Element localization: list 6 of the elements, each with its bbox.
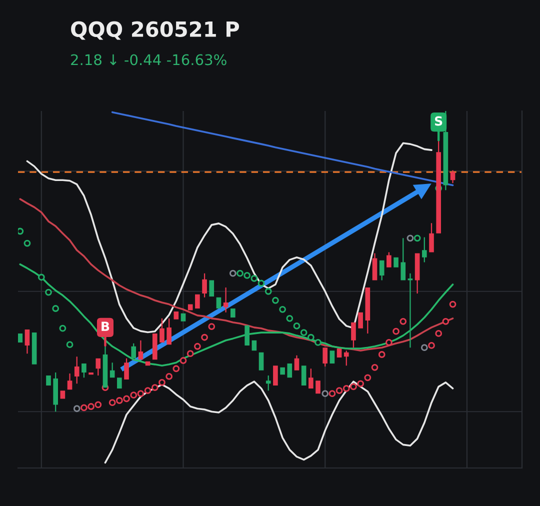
chart-title: QQQ 260521 P: [71, 21, 240, 40]
text: B: [102, 322, 110, 331]
text: S: [434, 116, 442, 126]
chart-subtitle: 2.18 ↓ -0.44 -16.63%: [71, 54, 226, 66]
candlestick: [408, 273, 413, 348]
candlestick: [223, 287, 228, 312]
